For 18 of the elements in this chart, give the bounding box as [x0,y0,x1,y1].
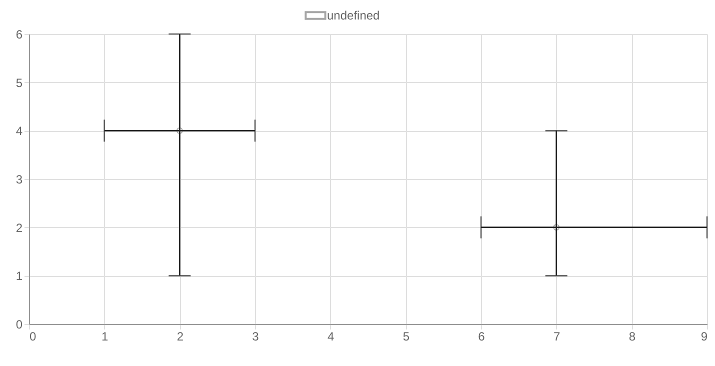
y-tick-label: 2 [16,220,23,235]
x-tick-label: 9 [700,330,708,344]
y-tick-label: 4 [16,124,23,138]
x-tick-label: 1 [101,330,108,344]
y-tick-label: 1 [16,269,23,284]
y-tick-label: 6 [16,28,23,42]
x-tick-label: 2 [176,330,184,344]
legend-label: undefined [327,8,380,22]
x-tick-label: 0 [30,330,36,344]
x-tick-label: 4 [327,330,334,344]
y-tick-label: 0 [16,318,23,332]
y-tick-label: 3 [16,172,23,186]
x-tick-label: 3 [252,330,260,344]
x-tick-label: 5 [402,330,410,344]
x-tick-label: 8 [628,330,636,344]
y-tick-label: 5 [16,76,23,90]
x-tick-label: 6 [478,330,486,344]
x-tick-label: 7 [553,330,560,344]
